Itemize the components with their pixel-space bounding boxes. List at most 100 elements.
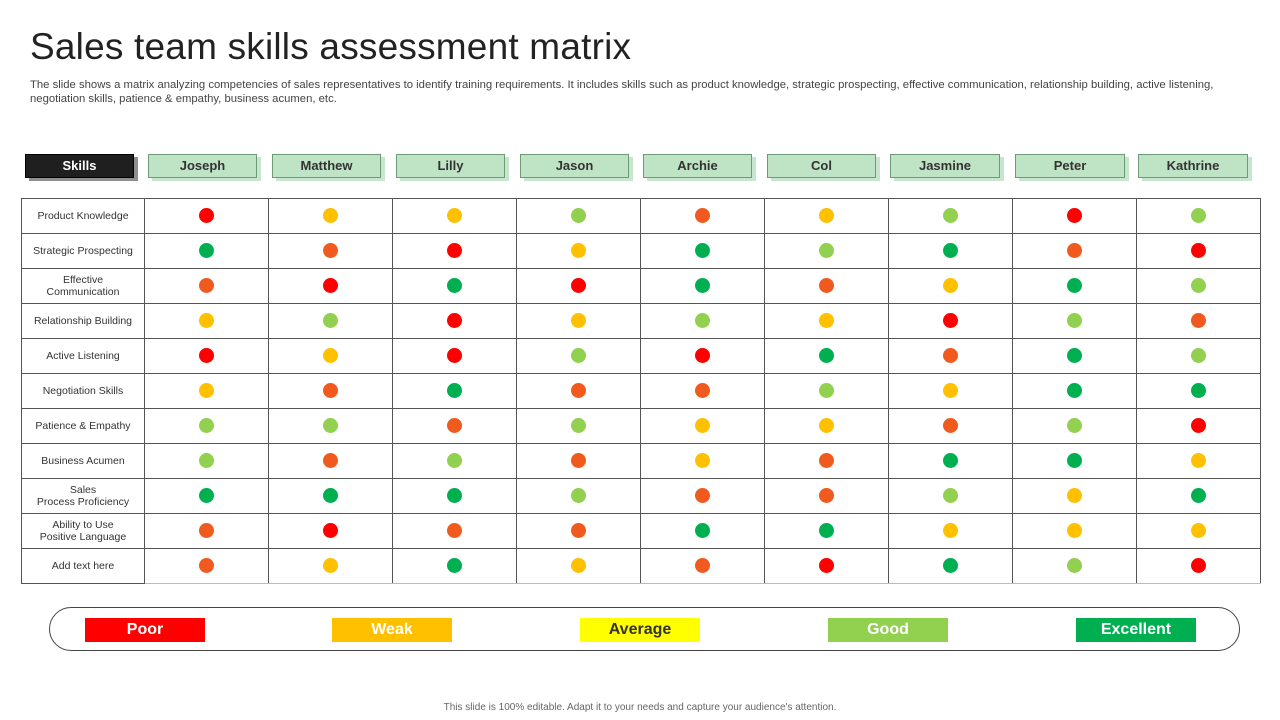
rating-cell bbox=[268, 303, 393, 339]
rating-dot bbox=[1191, 453, 1206, 469]
rating-cell bbox=[516, 233, 641, 269]
header-person-col: Col bbox=[767, 154, 876, 178]
skill-label: Business Acumen bbox=[21, 443, 145, 479]
rating-cell bbox=[888, 303, 1013, 339]
rating-cell bbox=[144, 198, 269, 234]
rating-dot bbox=[943, 523, 958, 539]
rating-cell bbox=[1012, 513, 1137, 549]
rating-cell bbox=[268, 408, 393, 444]
rating-dot bbox=[695, 453, 710, 469]
rating-cell bbox=[1012, 443, 1137, 479]
rating-cell bbox=[1012, 303, 1137, 339]
rating-cell bbox=[640, 338, 765, 374]
rating-dot bbox=[199, 523, 214, 539]
rating-cell bbox=[144, 443, 269, 479]
rating-cell bbox=[888, 198, 1013, 234]
rating-cell bbox=[144, 268, 269, 304]
rating-dot bbox=[819, 348, 834, 364]
rating-dot bbox=[943, 383, 958, 399]
rating-dot bbox=[447, 523, 462, 539]
rating-cell bbox=[640, 268, 765, 304]
rating-cell bbox=[640, 373, 765, 409]
rating-dot bbox=[695, 383, 710, 399]
rating-cell bbox=[516, 303, 641, 339]
rating-dot bbox=[695, 278, 710, 294]
skill-label: Sales Process Proficiency bbox=[21, 478, 145, 514]
rating-dot bbox=[323, 313, 338, 329]
table-row: Negotiation Skills bbox=[21, 373, 1261, 409]
rating-cell bbox=[1136, 408, 1261, 444]
rating-cell bbox=[144, 548, 269, 584]
rating-dot bbox=[571, 558, 586, 574]
rating-dot bbox=[571, 278, 586, 294]
rating-cell bbox=[144, 338, 269, 374]
rating-dot bbox=[1191, 488, 1206, 504]
rating-cell bbox=[764, 408, 889, 444]
rating-cell bbox=[888, 373, 1013, 409]
rating-cell bbox=[144, 303, 269, 339]
rating-dot bbox=[943, 243, 958, 259]
rating-cell bbox=[516, 373, 641, 409]
rating-dot bbox=[819, 278, 834, 294]
rating-dot bbox=[323, 278, 338, 294]
rating-dot bbox=[199, 243, 214, 259]
rating-cell bbox=[640, 303, 765, 339]
rating-dot bbox=[1191, 348, 1206, 364]
rating-dot bbox=[571, 313, 586, 329]
page-subtitle: The slide shows a matrix analyzing compe… bbox=[30, 79, 1214, 105]
rating-cell bbox=[888, 513, 1013, 549]
skill-label: Strategic Prospecting bbox=[21, 233, 145, 269]
rating-cell bbox=[392, 268, 517, 304]
table-row: Sales Process Proficiency bbox=[21, 478, 1261, 514]
rating-dot bbox=[447, 418, 462, 434]
rating-dot bbox=[199, 348, 214, 364]
skill-label: Active Listening bbox=[21, 338, 145, 374]
header-person-jason: Jason bbox=[520, 154, 629, 178]
rating-dot bbox=[447, 313, 462, 329]
header-row: Skills Joseph Matthew Lilly Jason Archie… bbox=[25, 154, 1265, 182]
rating-dot bbox=[819, 208, 834, 224]
rating-cell bbox=[268, 268, 393, 304]
rating-cell bbox=[268, 373, 393, 409]
rating-cell bbox=[640, 443, 765, 479]
footer-note: This slide is 100% editable. Adapt it to… bbox=[443, 702, 837, 713]
rating-dot bbox=[819, 418, 834, 434]
header-person-archie: Archie bbox=[643, 154, 752, 178]
rating-dot bbox=[571, 243, 586, 259]
skill-label: Effective Communication bbox=[21, 268, 145, 304]
table-row: Effective Communication bbox=[21, 268, 1261, 304]
skill-label: Ability to Use Positive Language bbox=[21, 513, 145, 549]
rating-dot bbox=[819, 313, 834, 329]
rating-dot bbox=[1067, 453, 1082, 469]
rating-dot bbox=[1067, 558, 1082, 574]
rating-dot bbox=[943, 208, 958, 224]
header-person-lilly: Lilly bbox=[396, 154, 505, 178]
rating-dot bbox=[1067, 418, 1082, 434]
rating-cell bbox=[144, 478, 269, 514]
rating-cell bbox=[1136, 513, 1261, 549]
rating-cell bbox=[764, 233, 889, 269]
rating-dot bbox=[695, 313, 710, 329]
page-title: Sales team skills assessment matrix bbox=[30, 26, 632, 67]
rating-dot bbox=[571, 418, 586, 434]
rating-dot bbox=[1191, 418, 1206, 434]
rating-dot bbox=[199, 558, 214, 574]
rating-cell bbox=[516, 548, 641, 584]
rating-dot bbox=[943, 313, 958, 329]
rating-dot bbox=[447, 208, 462, 224]
rating-cell bbox=[392, 478, 517, 514]
rating-dot bbox=[943, 488, 958, 504]
rating-dot bbox=[943, 278, 958, 294]
rating-dot bbox=[447, 383, 462, 399]
rating-dot bbox=[199, 313, 214, 329]
rating-dot bbox=[199, 453, 214, 469]
rating-dot bbox=[1067, 243, 1082, 259]
rating-dot bbox=[819, 243, 834, 259]
rating-cell bbox=[888, 443, 1013, 479]
rating-cell bbox=[268, 513, 393, 549]
rating-dot bbox=[447, 243, 462, 259]
rating-cell bbox=[764, 198, 889, 234]
rating-dot bbox=[571, 208, 586, 224]
rating-cell bbox=[516, 513, 641, 549]
rating-cell bbox=[392, 338, 517, 374]
